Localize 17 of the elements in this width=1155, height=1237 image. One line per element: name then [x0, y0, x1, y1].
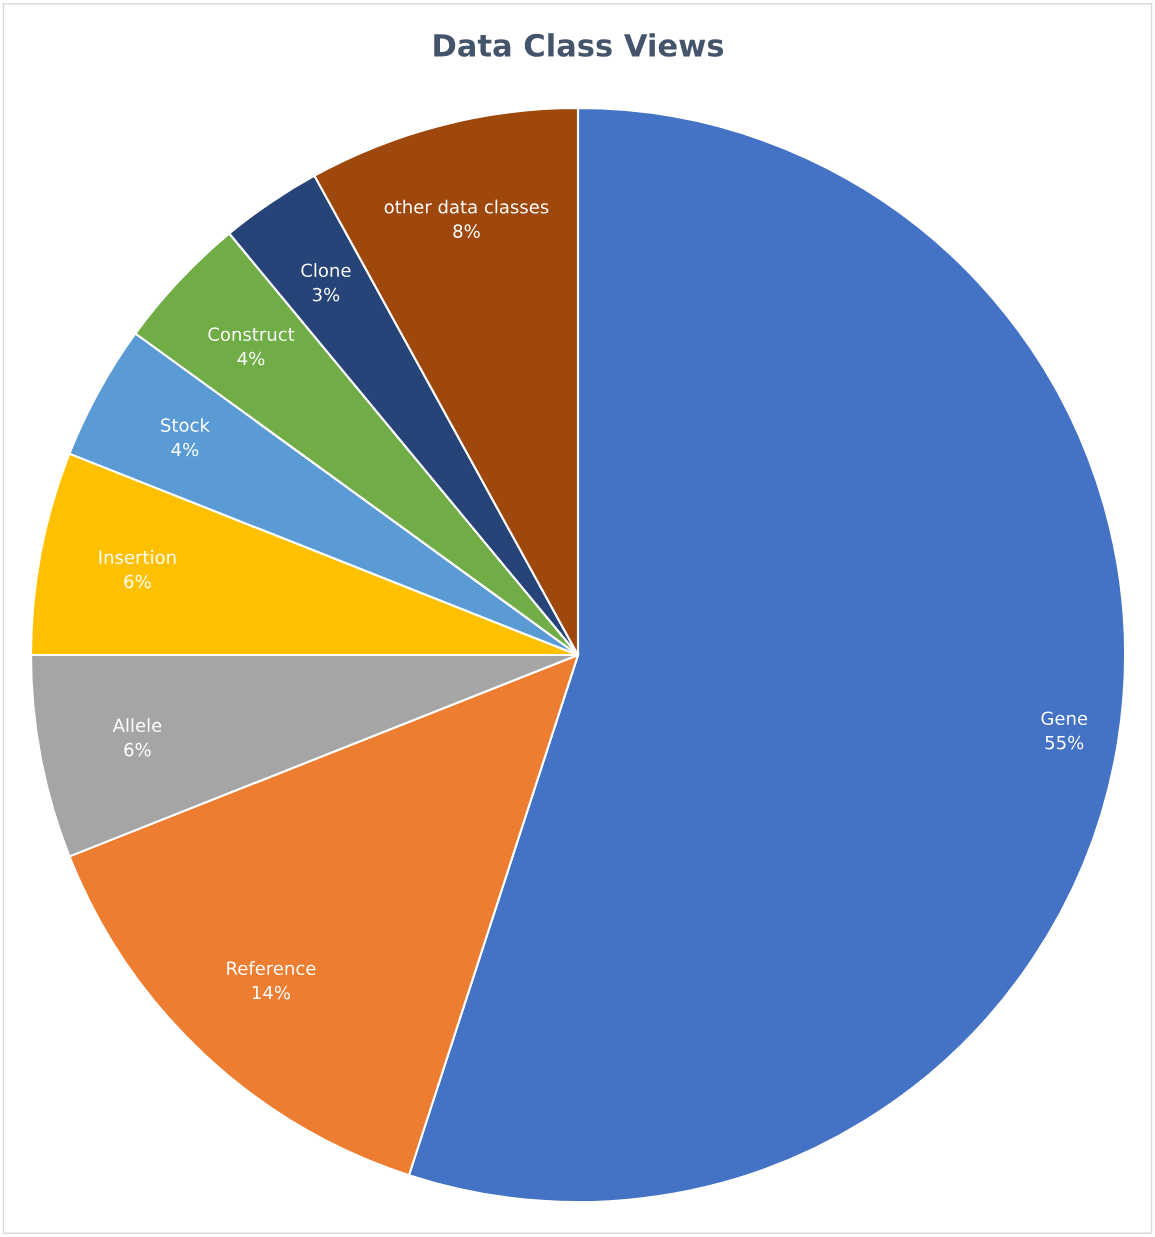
slice-label: Construct: [208, 327, 295, 342]
data-label: 14%: [252, 985, 291, 1000]
slice-label: Allele: [112, 718, 162, 733]
data-label: 8%: [453, 224, 480, 238]
data-label: 4%: [237, 351, 265, 366]
data-label: 6%: [124, 574, 151, 589]
data-label: 4%: [171, 442, 199, 457]
slice-label: Reference: [227, 961, 316, 976]
data-label: 6%: [124, 742, 151, 757]
data-label: 3%: [312, 287, 340, 302]
slice-label: Gene: [1041, 711, 1088, 726]
slice-label: Clone: [301, 263, 351, 278]
slice-label: other data classes: [384, 199, 549, 214]
chart-title: Data Class Views: [434, 33, 724, 57]
slice-label: Stock: [161, 418, 210, 432]
slice-label: Insertion: [99, 550, 176, 565]
data-label: 55%: [1045, 735, 1084, 750]
